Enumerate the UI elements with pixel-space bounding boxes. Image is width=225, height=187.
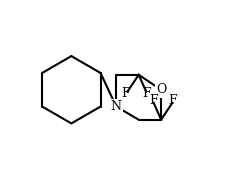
Text: F: F bbox=[149, 94, 158, 108]
Text: F: F bbox=[142, 87, 151, 100]
Text: O: O bbox=[156, 83, 166, 96]
Text: N: N bbox=[111, 100, 122, 113]
Text: F: F bbox=[121, 87, 130, 100]
Text: F: F bbox=[168, 94, 177, 108]
